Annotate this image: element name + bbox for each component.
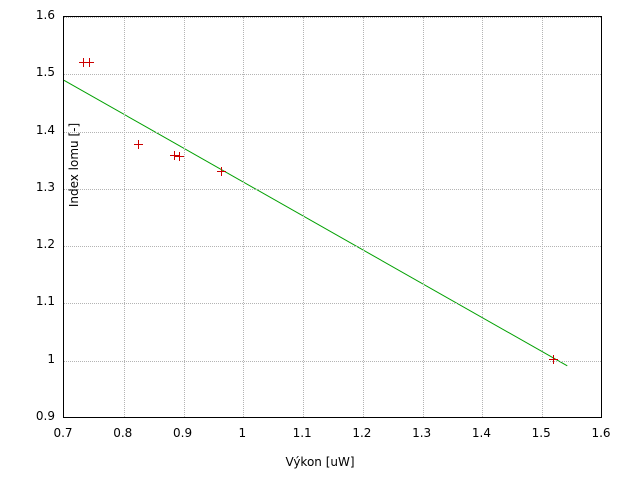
gridline-vertical — [303, 17, 305, 417]
x-axis-tick-label: 1.4 — [471, 426, 491, 440]
y-axis-tick-label: 1.2 — [35, 237, 55, 252]
x-axis-tick-label: 1.5 — [531, 426, 551, 440]
y-axis-tick-label: 1.3 — [35, 179, 55, 194]
gridline-horizontal — [64, 188, 601, 190]
marker-vertical-bar — [553, 355, 555, 365]
marker-vertical-bar — [179, 151, 181, 161]
data-point — [84, 57, 94, 67]
gridline-horizontal — [64, 303, 601, 305]
marker-vertical-bar — [82, 57, 84, 67]
y-axis-tick-label: 1.6 — [35, 8, 55, 22]
x-axis-tick-label: 1.3 — [412, 426, 432, 440]
y-axis-title: Index lomu [-] — [67, 122, 81, 208]
gridline-horizontal — [64, 246, 601, 248]
gridline-horizontal — [64, 131, 601, 133]
x-axis-tick-label: 1 — [238, 426, 247, 440]
marker-vertical-bar — [138, 139, 140, 149]
x-axis-tick-label: 1.2 — [352, 426, 372, 440]
data-point — [170, 151, 180, 161]
gridline-horizontal — [64, 17, 601, 18]
gridline-vertical — [362, 17, 364, 417]
plot-area — [63, 16, 602, 418]
marker-vertical-bar — [174, 151, 176, 161]
gridline-vertical — [183, 17, 185, 417]
data-point — [549, 355, 559, 365]
gridline-vertical — [123, 17, 125, 417]
y-axis-tick-label: 1 — [47, 351, 55, 366]
y-axis-tick-label: 1.1 — [35, 294, 55, 309]
gridline-vertical — [542, 17, 544, 417]
x-axis-tick-label: 0.8 — [113, 426, 133, 440]
gridline-vertical — [243, 17, 245, 417]
data-point — [175, 151, 185, 161]
marker-vertical-bar — [220, 167, 222, 177]
data-point — [216, 167, 226, 177]
x-axis-tick-label: 0.7 — [53, 426, 73, 440]
x-axis-tick-label: 1.6 — [591, 426, 611, 440]
marker-vertical-bar — [88, 57, 90, 67]
data-point — [78, 57, 88, 67]
data-point — [134, 139, 144, 149]
gridline-horizontal — [64, 360, 601, 362]
gridline-vertical — [422, 17, 424, 417]
x-axis-tick-label: 1.1 — [292, 426, 312, 440]
gridline-vertical — [482, 17, 484, 417]
y-axis-tick-label: 1.4 — [35, 122, 55, 137]
fit-line — [63, 79, 568, 367]
y-axis-tick-label: 1.5 — [35, 65, 55, 80]
x-axis-title: Výkon [uW] — [285, 455, 355, 469]
y-axis-tick-label: 0.9 — [35, 409, 55, 423]
gridline-horizontal — [64, 74, 601, 76]
x-axis-tick-label: 0.9 — [173, 426, 193, 440]
